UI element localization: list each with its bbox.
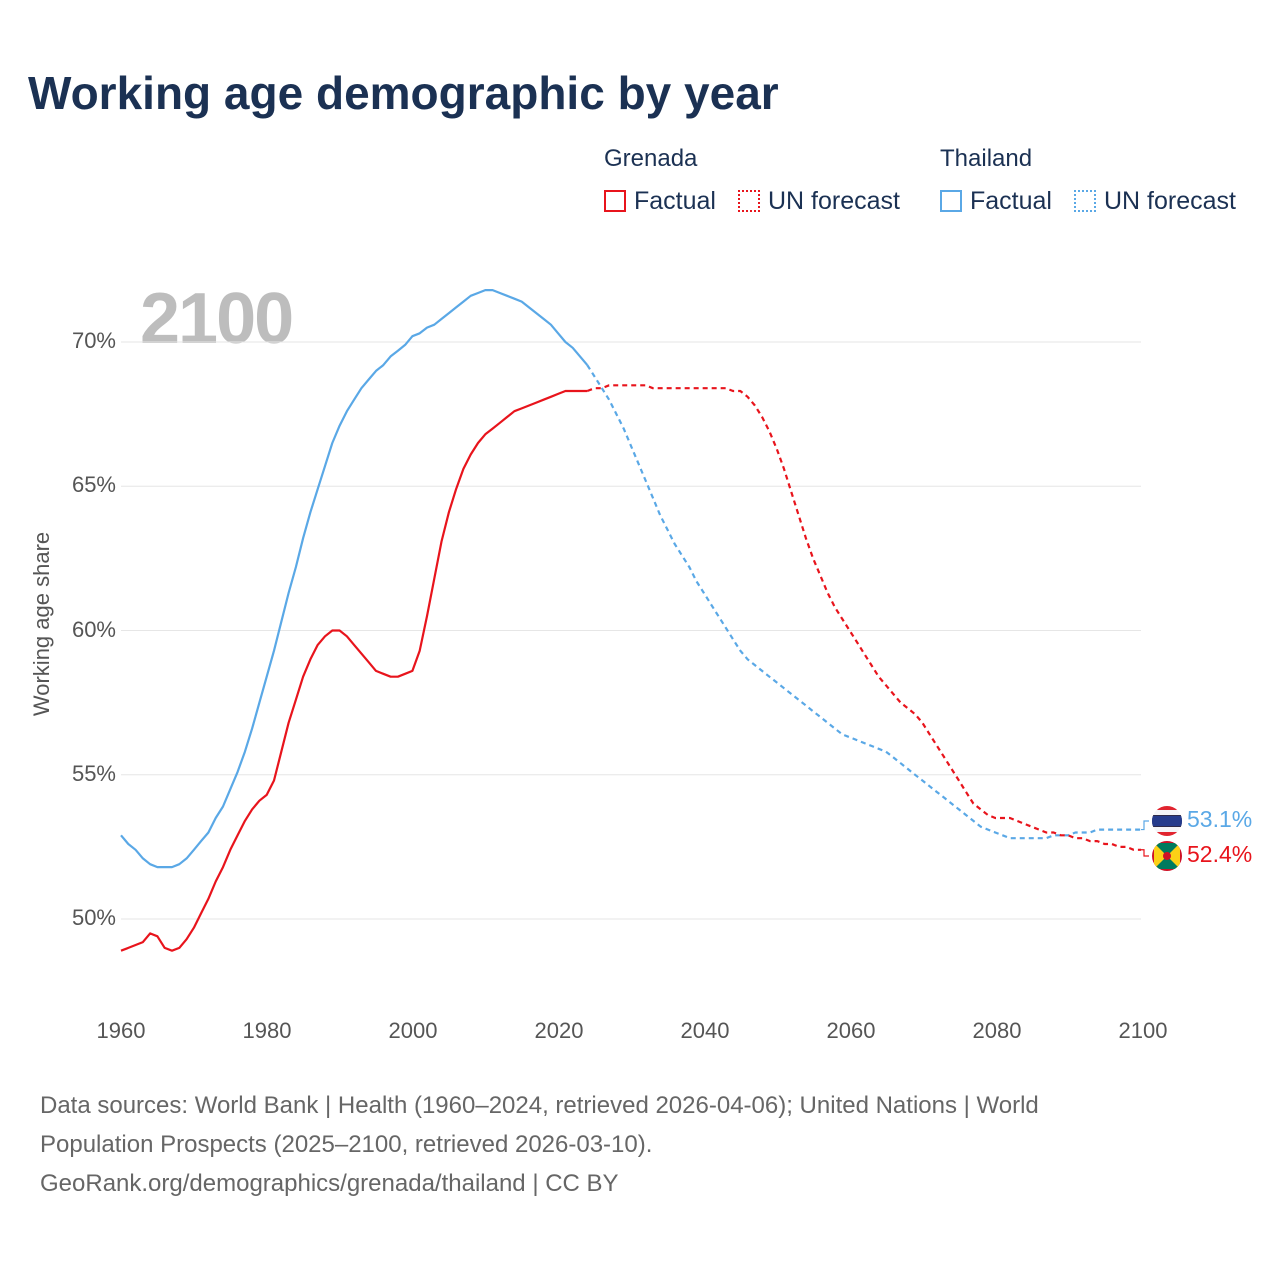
legend-label: Factual [970,186,1052,215]
x-tick-label: 2100 [1118,1018,1168,1043]
legend-country-grenada: Grenada [604,145,698,172]
series-line-thailand-forecast [586,364,1141,840]
source-note: Data sources: World Bank | Health (1960–… [40,1086,1200,1203]
legend-country-thailand: Thailand [940,145,1033,172]
x-tick-label: 1980 [242,1018,292,1043]
legend-label: Factual [634,186,716,215]
legend-swatch-dotted [1074,190,1096,212]
series-line-grenada-factual [120,389,588,952]
legend-item-grenada-factual[interactable]: Factual [604,186,716,216]
end-connector-thailand [1141,820,1149,831]
y-tick-label: 50% [71,905,116,930]
current-year-label: 2100 [140,279,294,359]
x-tick-label: 2040 [680,1018,730,1043]
thailand-flag-icon [1152,806,1182,836]
series-lines [120,289,1149,952]
legend-swatch-solid [940,190,962,212]
x-tick-label: 2060 [826,1018,876,1043]
end-value-grenada: 52.4% [1187,841,1253,867]
legend-item-grenada-forecast[interactable]: UN forecast [738,186,900,216]
page-title: Working age demographic by year [28,67,779,119]
legend-label: UN forecast [768,186,900,215]
end-markers [1152,806,1182,871]
end-value-thailand: 53.1% [1187,806,1253,832]
y-tick-label: 60% [71,617,116,642]
x-tick-label: 2080 [972,1018,1022,1043]
grenada-flag-icon [1152,841,1182,871]
x-tick-label: 1960 [96,1018,146,1043]
series-line-thailand-factual [120,289,589,869]
y-tick-label: 65% [71,472,116,497]
legend-swatch-solid [604,190,626,212]
legend-swatch-dotted [738,190,760,212]
legend-item-thailand-forecast[interactable]: UN forecast [1074,186,1236,216]
x-tick-label: 2000 [388,1018,438,1043]
series-line-grenada-forecast [586,384,1141,851]
source-line: Population Prospects (2025–2100, retriev… [40,1131,653,1158]
source-link[interactable]: GeoRank.org/demographics/grenada/thailan… [40,1170,619,1197]
end-connector-grenada [1141,849,1149,857]
legend-label: UN forecast [1104,186,1236,215]
source-line: Data sources: World Bank | Health (1960–… [40,1092,1039,1119]
x-tick-label: 2020 [534,1018,584,1043]
y-tick-label: 70% [71,328,116,353]
legend-item-thailand-factual[interactable]: Factual [940,186,1052,216]
y-tick-label: 55% [71,761,116,786]
grid-lines [121,341,1141,920]
